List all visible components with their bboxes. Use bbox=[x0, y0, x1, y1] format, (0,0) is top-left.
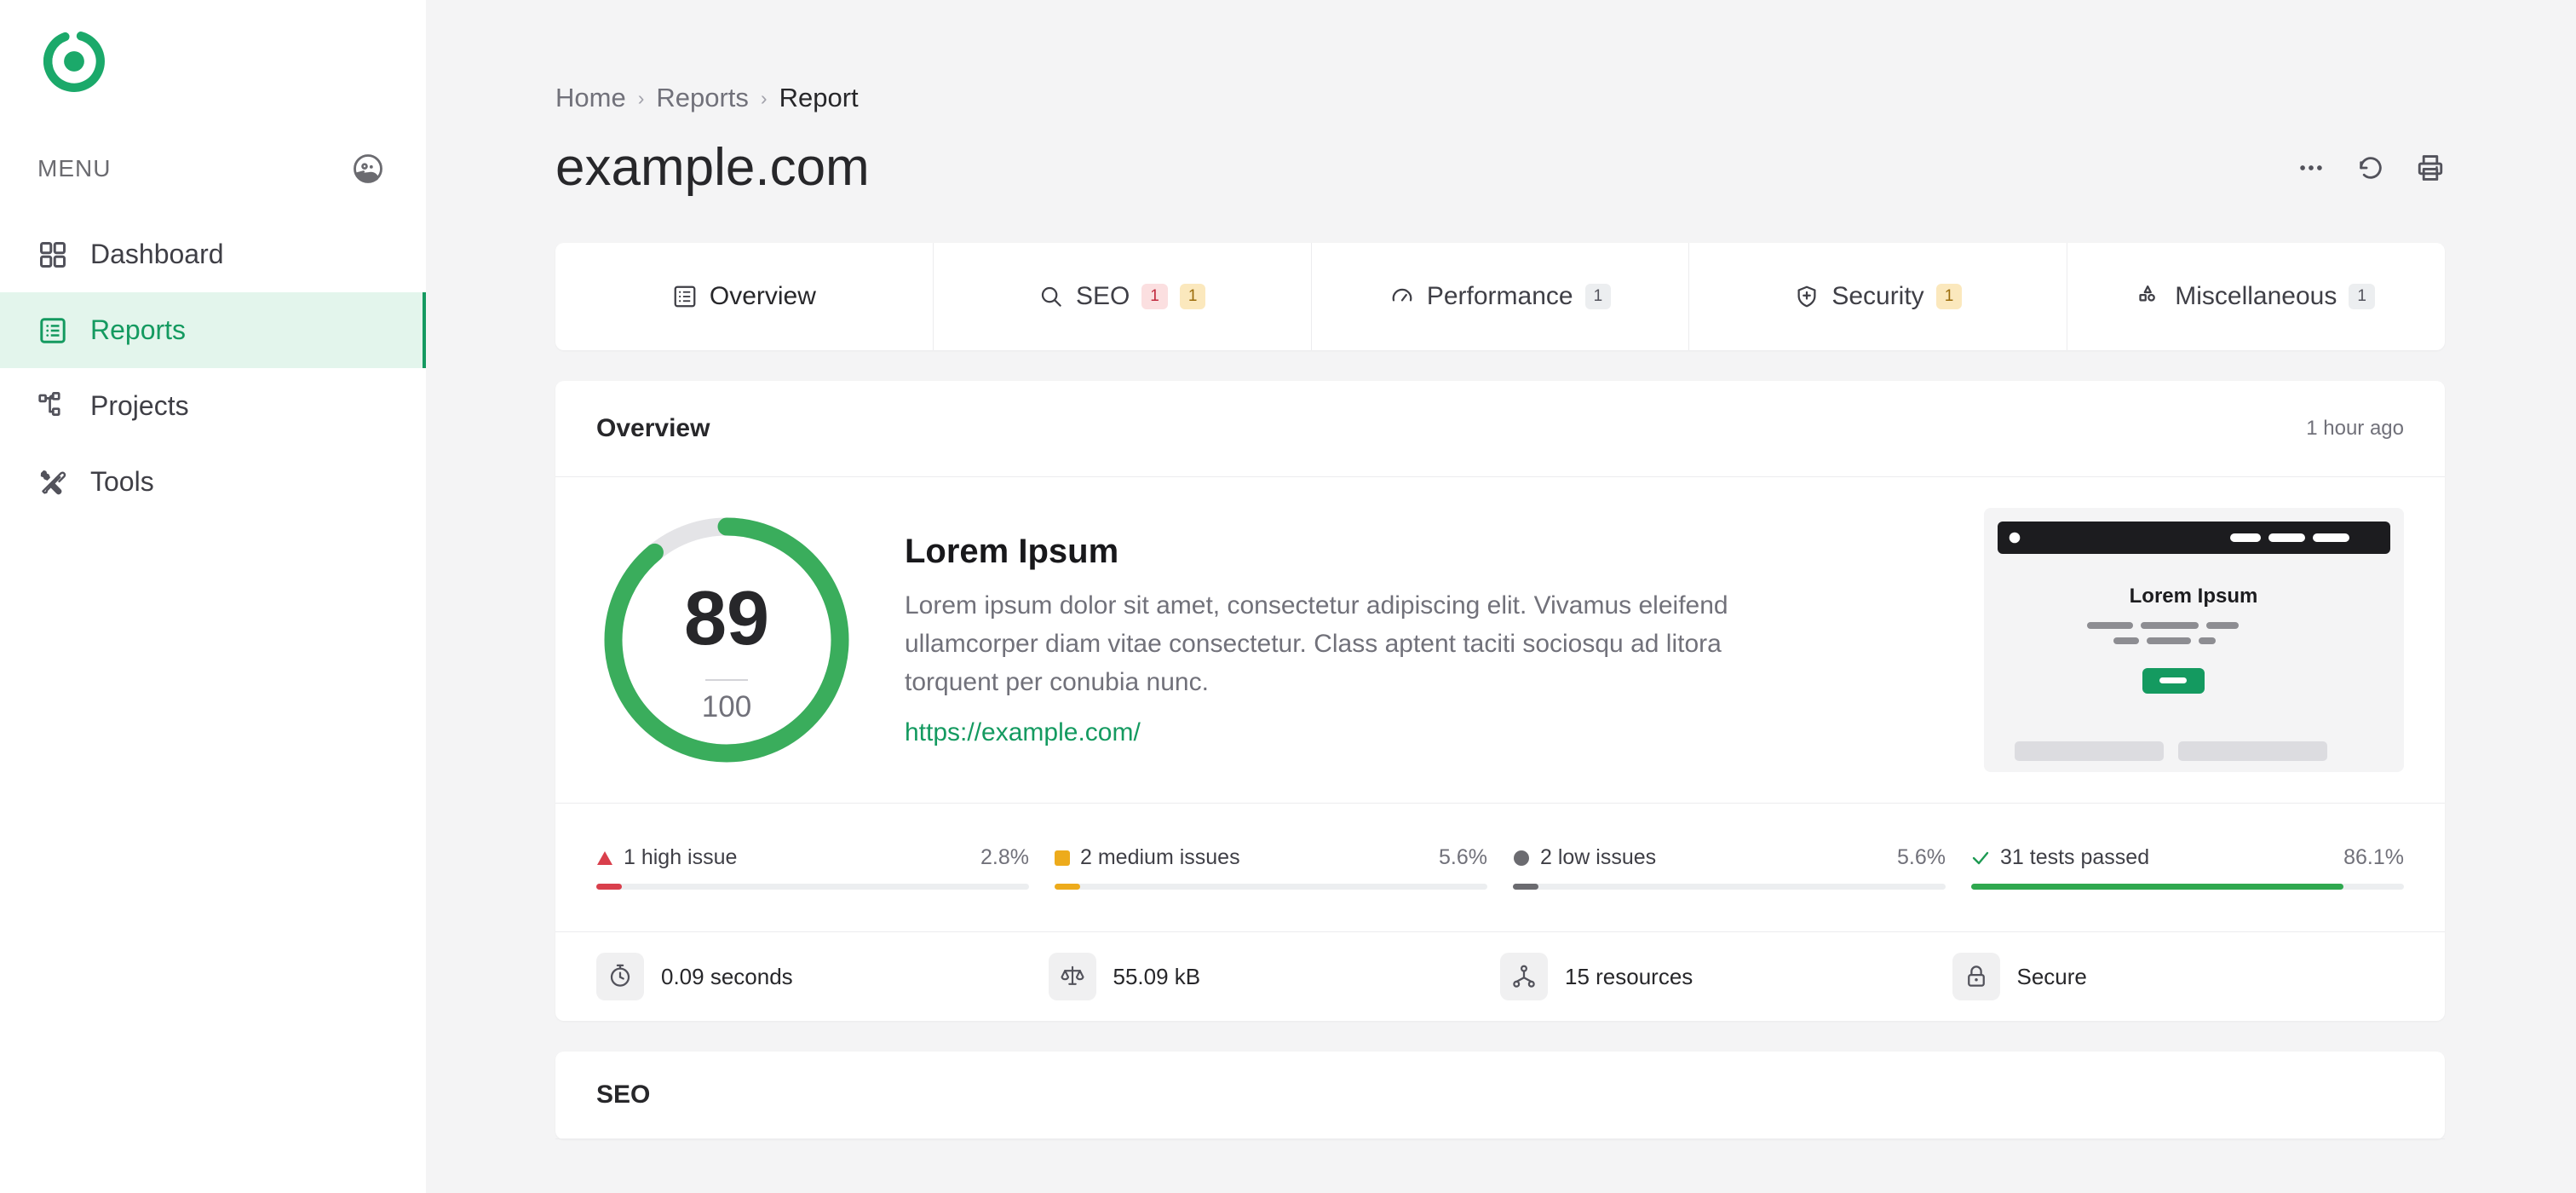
svg-text:Lorem Ipsum: Lorem Ipsum bbox=[2130, 585, 2258, 608]
svg-text:100: 100 bbox=[702, 690, 751, 723]
svg-text:89: 89 bbox=[684, 576, 769, 661]
